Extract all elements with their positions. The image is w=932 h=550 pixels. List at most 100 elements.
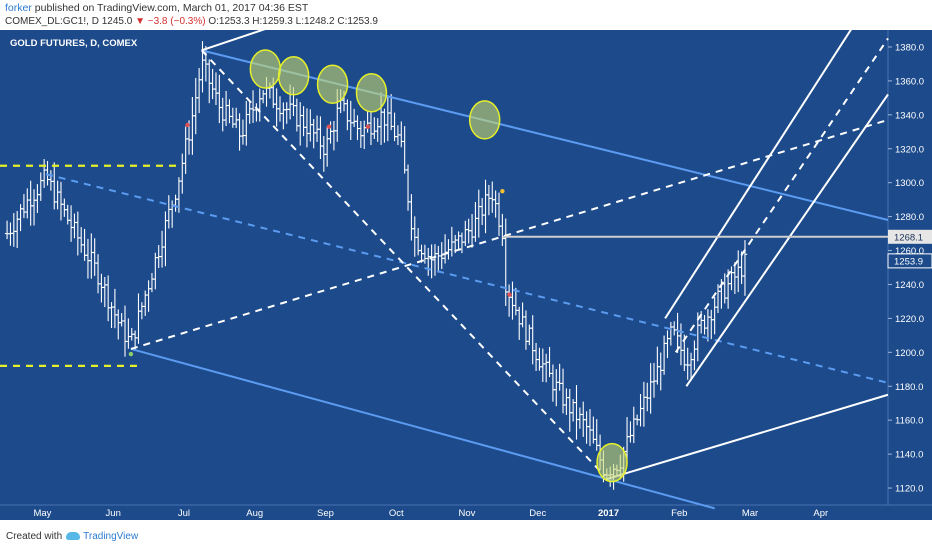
price-labels-layer: 1268.1 1253.9 <box>887 229 932 269</box>
candle <box>351 108 357 128</box>
candle <box>220 97 225 132</box>
candle <box>533 342 539 371</box>
up-channel-upper-line <box>664 30 852 319</box>
chart-title: GOLD FUTURES, D, COMEX <box>10 38 138 49</box>
candle <box>564 388 569 415</box>
candle <box>210 68 215 100</box>
candle <box>490 181 495 213</box>
y-tick-label: 1360.0 <box>895 76 924 87</box>
signal-marker <box>500 188 505 194</box>
candle <box>641 381 647 427</box>
candle <box>95 254 101 294</box>
candle <box>277 96 283 122</box>
x-tick-label: 2017 <box>598 508 619 519</box>
pitchfork-median-line <box>130 118 889 350</box>
y-tick-label: 1340.0 <box>895 110 924 121</box>
candle <box>48 170 54 191</box>
x-tick-label: Mar <box>742 508 758 519</box>
y-axis: 1120.0 1140.0 1160.0 1180.0 1200.0 1220.0 1240… <box>888 42 924 495</box>
price-chart[interactable]: 1120.0 1140.0 1160.0 1180.0 1200.0 1220.0 1240… <box>0 30 932 520</box>
mid-descending-channel-line <box>45 173 889 384</box>
x-tick-label: Nov <box>459 508 476 519</box>
candle <box>143 290 148 316</box>
candle <box>530 315 535 365</box>
pitchfork-top-line <box>201 30 266 52</box>
candle <box>105 275 111 322</box>
highlight-circle <box>277 56 310 96</box>
candle <box>705 309 711 342</box>
candle <box>628 421 633 443</box>
candle <box>672 321 677 336</box>
candle <box>89 233 94 279</box>
candle <box>715 284 721 314</box>
candle <box>547 346 552 378</box>
candle <box>163 211 168 267</box>
footer-bar: Created with TradingView <box>0 522 932 550</box>
candle <box>345 99 350 131</box>
candle <box>21 194 27 219</box>
candle <box>136 293 141 344</box>
candle <box>439 242 444 270</box>
candle <box>436 245 441 273</box>
candle <box>651 362 657 398</box>
candle <box>301 106 306 137</box>
candle <box>213 72 219 106</box>
candle <box>469 214 475 248</box>
y-tick-label: 1120.0 <box>895 484 923 495</box>
candle <box>230 107 236 128</box>
candle <box>473 202 478 242</box>
grid-layer <box>0 30 932 520</box>
candle <box>196 67 202 114</box>
y-tick-label: 1280.0 <box>895 212 924 223</box>
candle <box>240 119 246 145</box>
circles-layer <box>249 49 628 483</box>
candle <box>193 77 198 135</box>
candle <box>661 335 667 375</box>
candle <box>483 179 488 234</box>
candle <box>223 90 229 127</box>
candle <box>402 126 407 174</box>
tradingview-link[interactable]: TradingView <box>83 531 139 542</box>
candle <box>75 211 81 256</box>
symbol-info: COMEX_DL:GC1!, D 1245.0 ▼ −3.8 (−0.3%) O… <box>5 16 378 27</box>
candle <box>709 309 714 340</box>
markers-layer <box>128 122 512 357</box>
highlight-circle <box>596 442 628 483</box>
highlight-circle <box>355 73 388 113</box>
candle <box>250 90 256 124</box>
candle <box>92 238 97 276</box>
candle <box>479 198 485 226</box>
y-tick-label: 1140.0 <box>895 450 923 461</box>
candle <box>99 273 104 303</box>
candle <box>65 204 70 225</box>
candle <box>122 305 128 357</box>
candle <box>375 118 380 142</box>
candle <box>274 88 279 127</box>
trendlines-layer <box>0 30 889 510</box>
candle <box>412 216 417 257</box>
candle <box>159 230 165 268</box>
last-price: 1245.0 <box>101 16 133 27</box>
candle <box>442 234 448 264</box>
candle <box>294 98 300 132</box>
chart-area[interactable]: 1120.0 1140.0 1160.0 1180.0 1200.0 1220.0 1240… <box>0 30 932 520</box>
author-link[interactable]: forker <box>5 2 32 14</box>
candle <box>476 189 481 238</box>
candle <box>68 205 74 242</box>
candle <box>85 238 91 279</box>
signal-marker <box>326 124 332 129</box>
signal-marker <box>365 124 371 129</box>
y-tick-label: 1320.0 <box>895 144 924 155</box>
created-with-text: Created with <box>6 531 63 542</box>
candle <box>712 296 717 335</box>
candle <box>415 227 421 256</box>
candle <box>432 244 438 276</box>
candle <box>736 250 741 293</box>
candle <box>28 180 33 226</box>
ohlc-values: O:1253.3 H:1259.3 L:1248.2 C:1253.9 <box>208 16 378 27</box>
price-label: 1253.9 <box>887 253 932 269</box>
candle <box>183 126 188 174</box>
rising-support-line <box>604 393 889 481</box>
y-tick-label: 1240.0 <box>895 280 924 291</box>
candle <box>254 103 259 122</box>
